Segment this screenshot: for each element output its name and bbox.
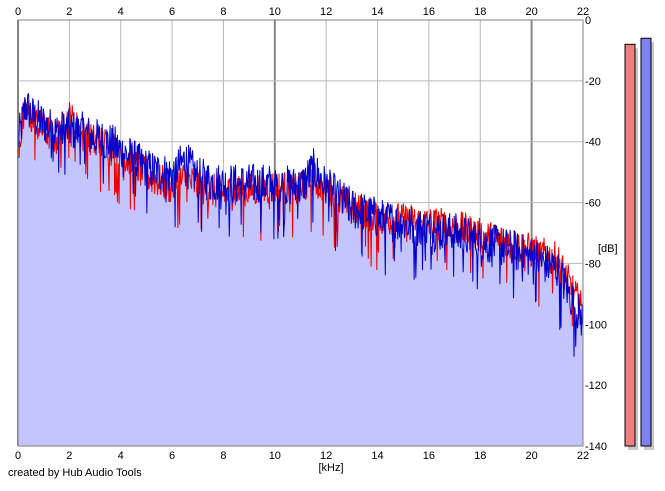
x-tick-label-top: 2 bbox=[66, 6, 72, 18]
y-axis-label: [dB] bbox=[598, 243, 618, 255]
x-tick-label-top: 22 bbox=[577, 6, 589, 18]
x-tick-label-bottom: 14 bbox=[371, 450, 383, 462]
x-tick-label-top: 8 bbox=[220, 6, 226, 18]
x-tick-label-top: 4 bbox=[118, 6, 124, 18]
plot-frame bbox=[17, 19, 584, 447]
x-tick-label-top: 16 bbox=[423, 6, 435, 18]
spectrum-series-line bbox=[17, 93, 584, 357]
x-tick-label-top: 6 bbox=[169, 6, 175, 18]
tick-labels: 002244668810101212141416161818202022220-… bbox=[15, 6, 607, 462]
x-tick-label-bottom: 20 bbox=[526, 450, 538, 462]
level-meter-bar bbox=[640, 37, 652, 447]
y-tick-label: -60 bbox=[585, 198, 601, 210]
x-tick-label-top: 10 bbox=[269, 6, 281, 18]
x-tick-label-bottom: 12 bbox=[320, 450, 332, 462]
x-tick-label-bottom: 2 bbox=[66, 450, 72, 462]
spectrum-fill bbox=[18, 93, 583, 447]
y-tick-label: -120 bbox=[585, 380, 607, 392]
y-tick-label: -140 bbox=[585, 441, 607, 453]
y-tick-label: -20 bbox=[585, 76, 601, 88]
x-tick-label-bottom: 16 bbox=[423, 450, 435, 462]
x-tick-label-bottom: 8 bbox=[220, 450, 226, 462]
x-tick-label-bottom: 10 bbox=[269, 450, 281, 462]
x-tick-label-top: 12 bbox=[320, 6, 332, 18]
level-meter-bar bbox=[624, 43, 636, 447]
x-tick-label-top: 18 bbox=[474, 6, 486, 18]
credit-text: created by Hub Audio Tools bbox=[8, 467, 142, 479]
spectrum-area-fill bbox=[18, 93, 583, 447]
y-tick-label: -80 bbox=[585, 258, 601, 270]
x-tick-label-top: 14 bbox=[371, 6, 383, 18]
y-tick-label: -100 bbox=[585, 319, 607, 331]
spectrum-lines bbox=[17, 93, 584, 357]
y-tick-label: 0 bbox=[585, 15, 591, 27]
y-tick-label: -40 bbox=[585, 137, 601, 149]
x-tick-label-top: 20 bbox=[526, 6, 538, 18]
plot-border bbox=[17, 19, 584, 447]
x-axis-label: [kHz] bbox=[318, 462, 343, 474]
x-tick-label-bottom: 18 bbox=[474, 450, 486, 462]
x-tick-label-top: 0 bbox=[15, 6, 21, 18]
x-tick-label-bottom: 6 bbox=[169, 450, 175, 462]
x-tick-label-bottom: 22 bbox=[577, 450, 589, 462]
x-tick-label-bottom: 4 bbox=[118, 450, 124, 462]
x-tick-label-bottom: 0 bbox=[15, 450, 21, 462]
level-meters bbox=[624, 37, 654, 450]
